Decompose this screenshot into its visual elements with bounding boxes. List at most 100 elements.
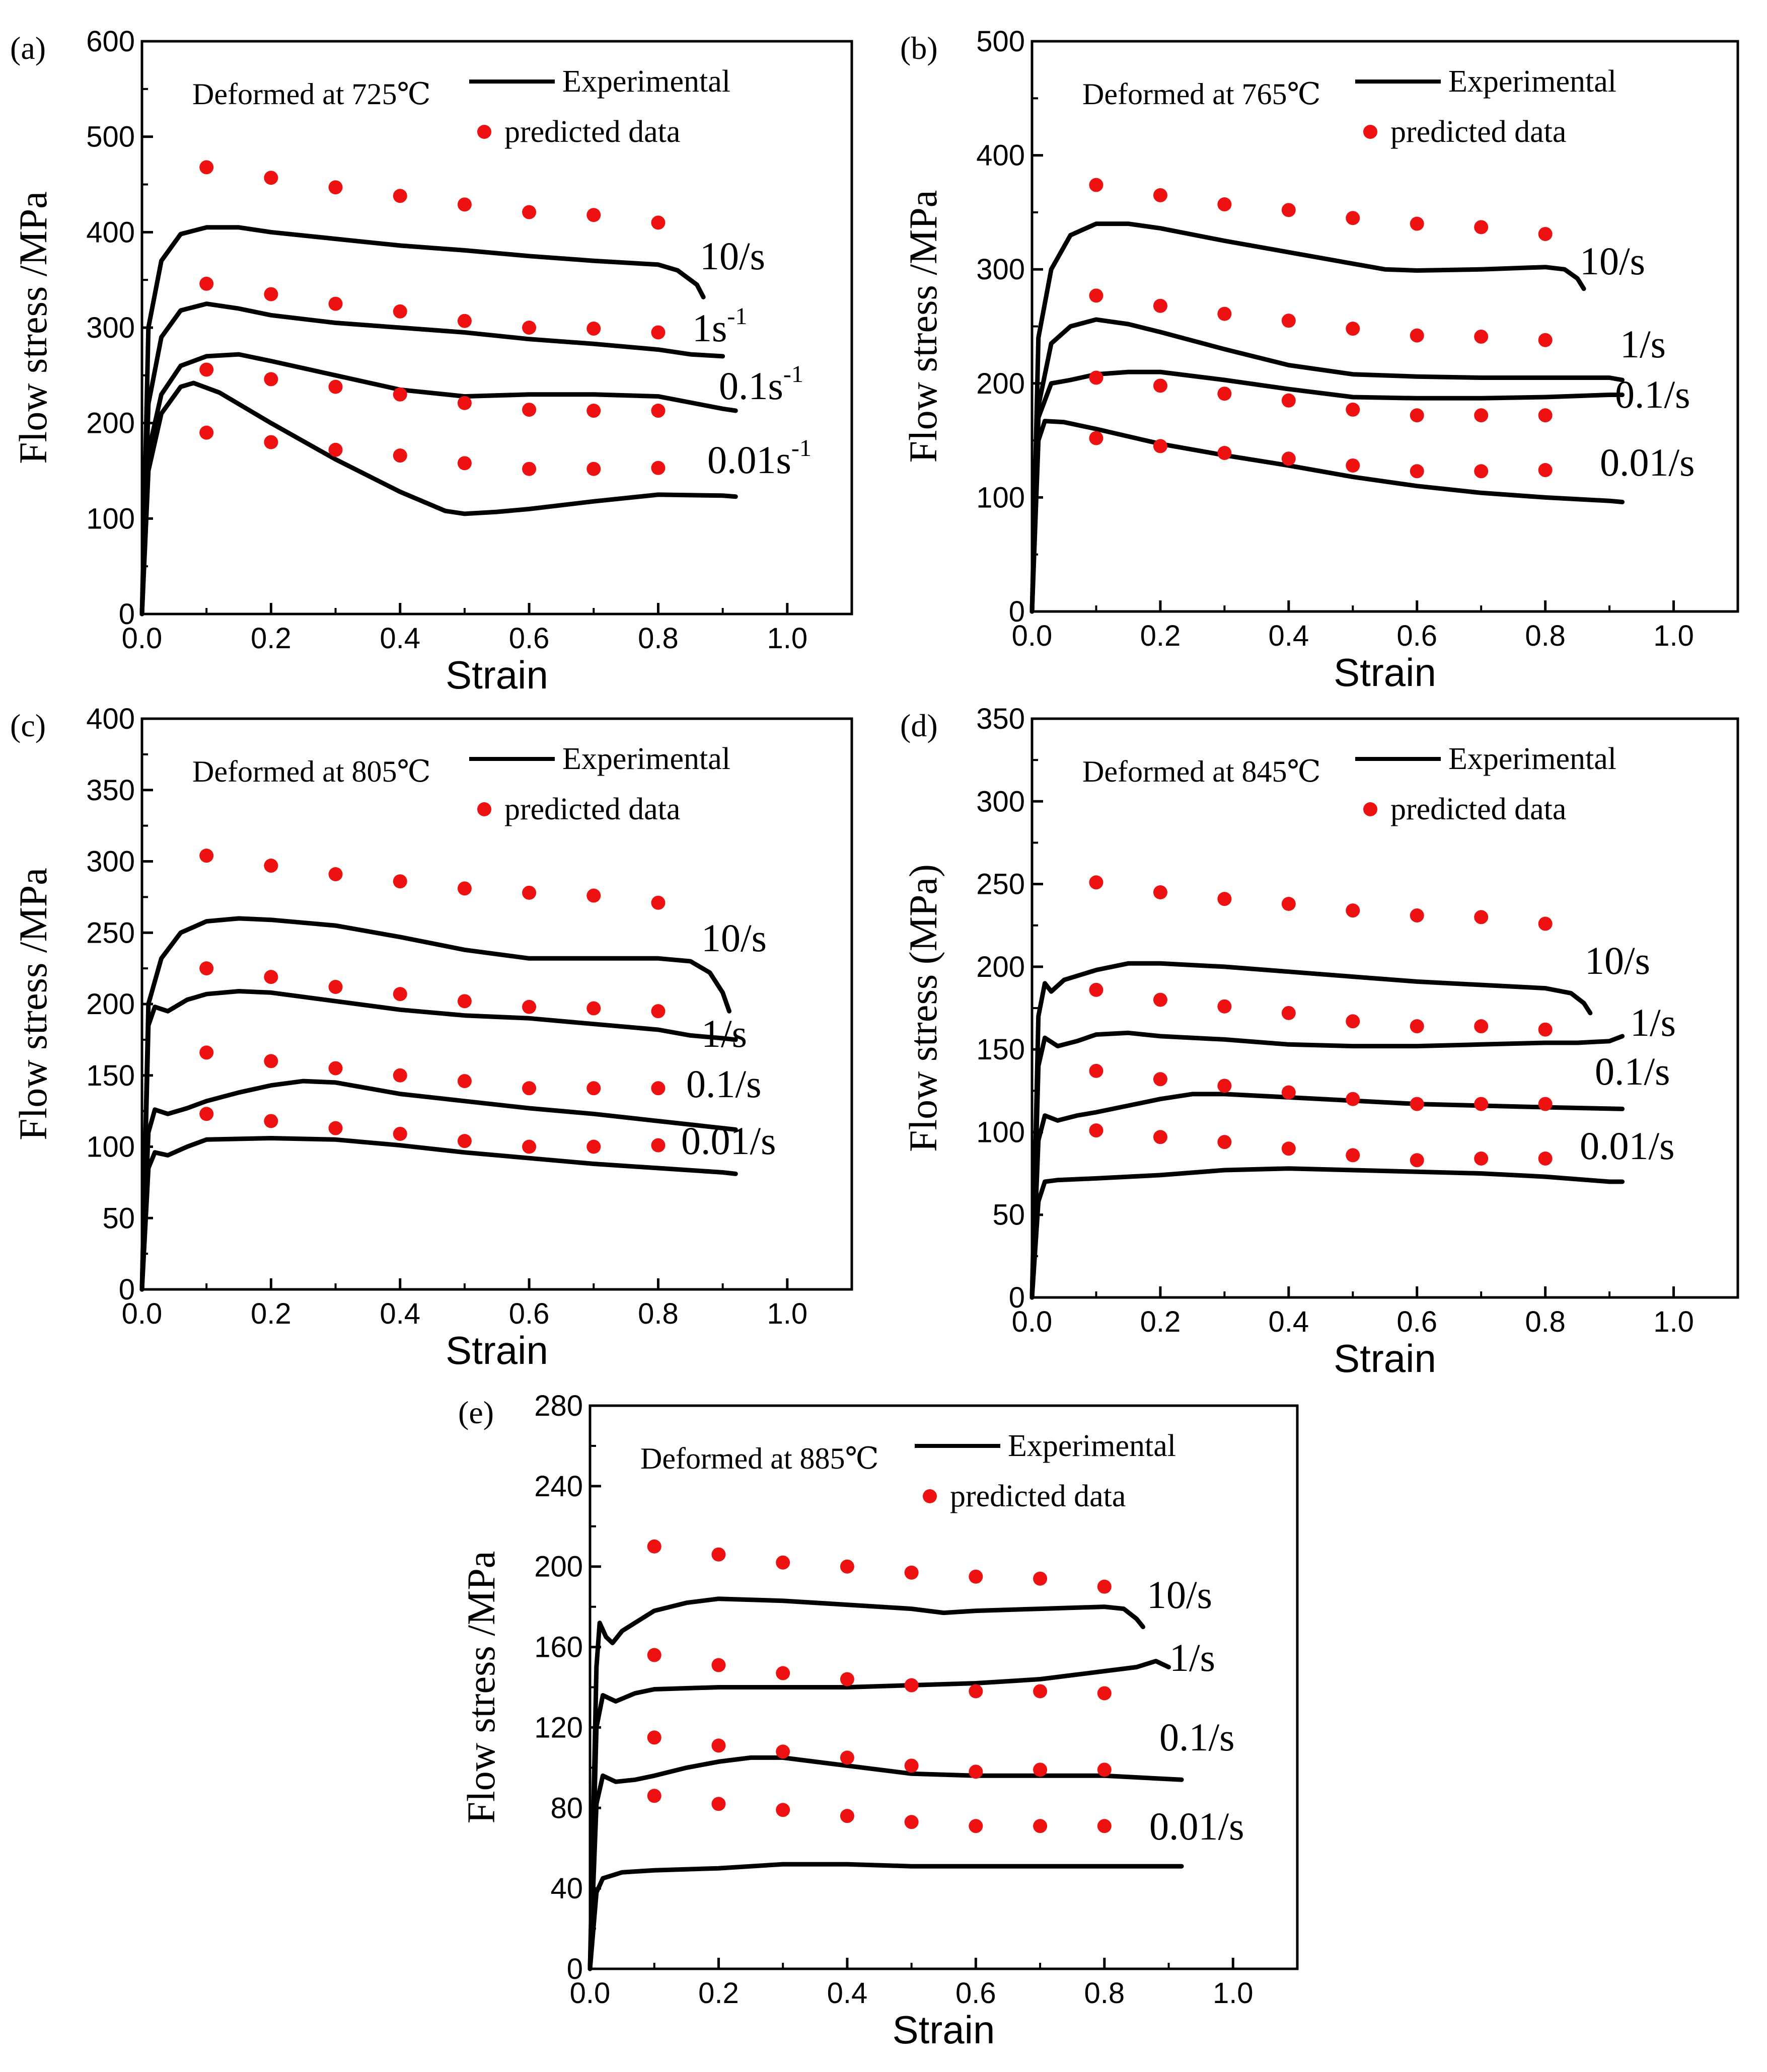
- predicted-point: [1089, 1063, 1103, 1078]
- panel-label: (c): [10, 708, 46, 743]
- predicted-point: [393, 874, 407, 889]
- x-tick-label: 1.0: [1213, 1977, 1254, 2010]
- predicted-point: [1217, 1079, 1232, 1093]
- strain-rate-label: 0.01s-1: [707, 435, 812, 482]
- legend-predicted: predicted data: [504, 792, 680, 826]
- predicted-point: [522, 1000, 537, 1014]
- experimental-curve-1/s: [587, 1659, 1171, 1971]
- predicted-point: [586, 208, 601, 222]
- predicted-point: [1538, 1152, 1553, 1166]
- predicted-point: [647, 1648, 661, 1662]
- predicted-point: [522, 462, 537, 476]
- predicted-point: [1097, 1579, 1112, 1594]
- chart-title: Deformed at 845℃: [1082, 755, 1321, 788]
- x-axis-label: Strain: [893, 2008, 995, 2052]
- y-tick-label: 600: [86, 25, 135, 58]
- predicted-point: [1217, 446, 1232, 461]
- predicted-point: [199, 425, 214, 440]
- legend-experimental: Experimental: [562, 742, 730, 776]
- y-tick-label: 100: [86, 1131, 135, 1164]
- predicted-point: [651, 461, 666, 475]
- predicted-point: [776, 1666, 790, 1680]
- predicted-point: [1410, 1019, 1424, 1034]
- predicted-point: [1089, 982, 1103, 997]
- predicted-point: [264, 1114, 278, 1128]
- experimental-curve-10/s: [587, 1596, 1145, 1971]
- predicted-point: [1153, 188, 1167, 202]
- predicted-point: [328, 867, 343, 882]
- predicted-point: [1538, 463, 1553, 478]
- legend-experimental: Experimental: [1448, 64, 1616, 99]
- predicted-point: [711, 1738, 726, 1753]
- y-tick-label: 0: [1009, 1281, 1025, 1314]
- legend-experimental: Experimental: [562, 64, 730, 99]
- y-axis-label: Flow stress /MPa: [901, 190, 945, 463]
- predicted-point: [457, 314, 472, 328]
- experimental-curve-10/s: [1029, 221, 1586, 614]
- strain-rate-label: 0.1/s: [1159, 1715, 1235, 1759]
- strain-rate-label: 1/s: [1630, 1001, 1676, 1044]
- legend-predicted: predicted data: [1390, 115, 1566, 149]
- y-tick-label: 400: [86, 216, 135, 249]
- predicted-point: [1538, 1022, 1553, 1037]
- predicted-point: [1153, 298, 1167, 313]
- predicted-point: [1474, 329, 1489, 344]
- chart-panel-e: 0.0 0.2 0.4 0.6 0.8 1.0 0 40 80 120 160 200 240 280 St…: [458, 1390, 1299, 2052]
- x-tick-label: 0.8: [1084, 1977, 1125, 2010]
- strain-rate-text: 10/s: [1580, 239, 1645, 283]
- y-tick-label: 200: [976, 367, 1025, 400]
- experimental-curve-0.1/s: [139, 1079, 738, 1292]
- strain-rate-text: 0.1/s: [686, 1062, 762, 1106]
- strain-rate-text: 1/s: [1169, 1636, 1215, 1679]
- x-tick-label: 0.8: [1525, 1306, 1566, 1338]
- predicted-point: [1089, 288, 1103, 303]
- legend-dot-swatch: [923, 1489, 937, 1503]
- y-tick-label: 100: [86, 502, 135, 535]
- predicted-point: [586, 1139, 601, 1154]
- predicted-point: [1217, 1135, 1232, 1149]
- predicted-point: [393, 448, 407, 463]
- predicted-point: [1346, 322, 1360, 336]
- predicted-point: [393, 304, 407, 319]
- strain-rate-label: 0.1/s: [1595, 1049, 1670, 1093]
- chart-title: Deformed at 885℃: [640, 1442, 879, 1475]
- predicted-point: [328, 180, 343, 195]
- panel-label: (b): [900, 30, 938, 66]
- strain-rate-label: 10/s: [1580, 239, 1645, 283]
- predicted-point: [1474, 1097, 1489, 1111]
- predicted-point: [1217, 197, 1232, 212]
- strain-rate-label: 0.1/s: [686, 1062, 762, 1106]
- x-tick-label: 0.6: [1396, 620, 1437, 652]
- predicted-point: [1474, 408, 1489, 423]
- x-tick-label: 0.2: [698, 1977, 739, 2010]
- predicted-point: [1410, 1153, 1424, 1168]
- y-tick-label: 40: [550, 1872, 583, 1905]
- predicted-point: [1538, 226, 1553, 241]
- strain-rate-superscript: -1: [791, 435, 812, 462]
- y-tick-label: 50: [102, 1202, 135, 1235]
- strain-rate-label: 10/s: [700, 234, 765, 278]
- experimental-curve-0.1/s: [1029, 1092, 1625, 1300]
- predicted-point: [711, 1797, 726, 1811]
- predicted-point: [328, 1121, 343, 1135]
- predicted-point: [586, 321, 601, 336]
- y-tick-label: 200: [534, 1551, 583, 1583]
- experimental-curve-10/s: [139, 225, 706, 617]
- predicted-point: [1281, 203, 1296, 217]
- predicted-point: [1410, 408, 1424, 423]
- chart-panel-d: 0.0 0.2 0.4 0.6 0.8 1.0 0 50 100 150 200 250 300 350 S…: [900, 703, 1739, 1380]
- x-tick-label: 0.2: [1140, 1306, 1181, 1338]
- experimental-curve-0.1/s: [587, 1755, 1184, 1971]
- chart-panel-b: 0.0 0.2 0.4 0.6 0.8 1.0 0 100 200 300 400 500 Strain…: [900, 25, 1739, 695]
- predicted-point: [1153, 885, 1167, 899]
- predicted-point: [264, 1054, 278, 1068]
- predicted-point: [1097, 1819, 1112, 1833]
- y-tick-label: 350: [976, 703, 1025, 735]
- x-tick-label: 1.0: [1653, 620, 1694, 652]
- strain-rate-label: 0.1s-1: [719, 361, 803, 408]
- predicted-point: [264, 287, 278, 301]
- y-tick-label: 100: [976, 1116, 1025, 1148]
- predicted-point: [393, 1068, 407, 1083]
- predicted-point: [1410, 908, 1424, 923]
- y-tick-label: 0: [567, 1953, 583, 1985]
